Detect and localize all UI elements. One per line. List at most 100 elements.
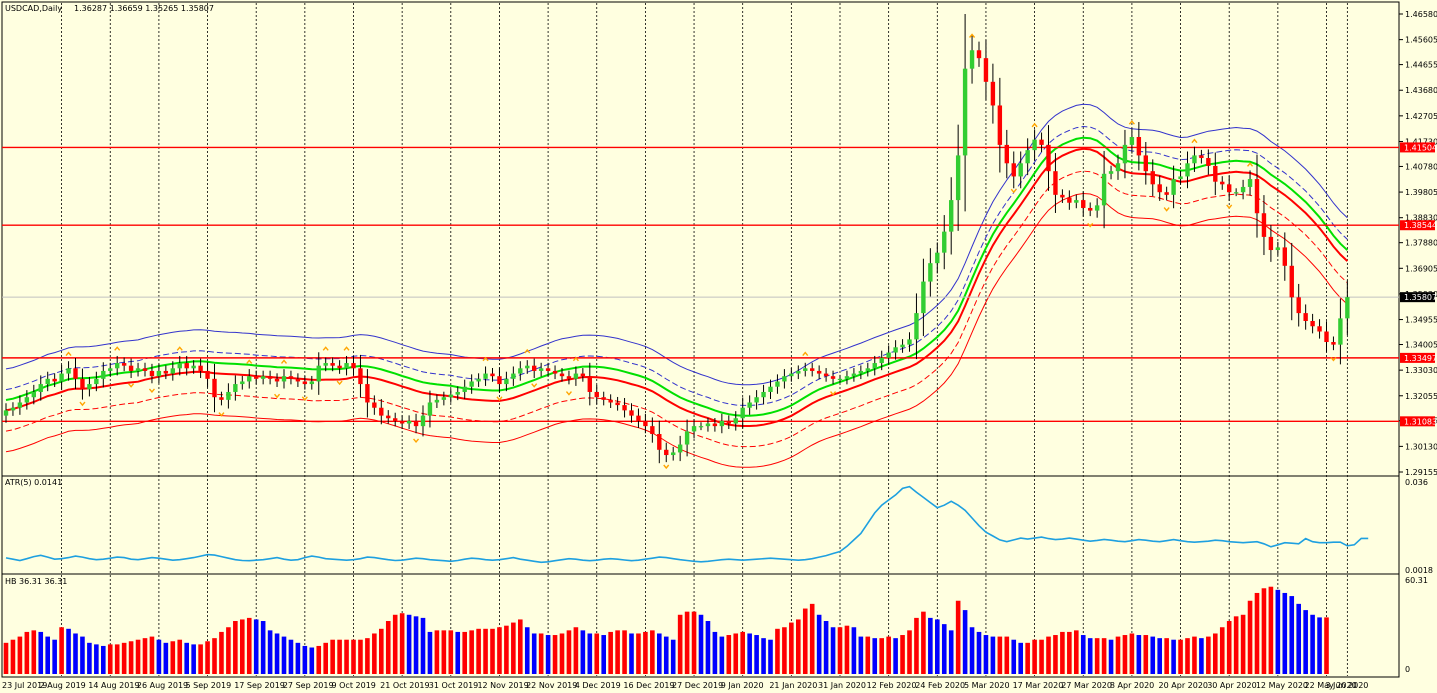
hb-bar-blue bbox=[1150, 636, 1156, 674]
hb-bar-blue bbox=[768, 639, 773, 674]
ohlc-values: 1.36287 1.36659 1.35265 1.35807 bbox=[74, 4, 214, 13]
candle-bear bbox=[1150, 171, 1155, 185]
hb-bar-red bbox=[566, 630, 572, 674]
hb-bar-red bbox=[900, 635, 905, 674]
fractal-down-marker bbox=[274, 393, 281, 399]
candle-bull bbox=[281, 376, 287, 382]
price-tick-label: 1.32055 bbox=[1405, 392, 1437, 401]
candle-bear bbox=[351, 363, 356, 369]
candle-bull bbox=[768, 386, 773, 392]
candle-bull bbox=[754, 397, 759, 403]
candle-bull bbox=[177, 363, 182, 369]
candle-bull bbox=[1240, 186, 1246, 193]
candle-bear bbox=[810, 368, 815, 371]
hb-bar-blue bbox=[1199, 638, 1204, 674]
candle-bear bbox=[1164, 192, 1169, 195]
candle-bull bbox=[1115, 163, 1121, 172]
candle-bull bbox=[309, 381, 314, 385]
candle-bear bbox=[337, 365, 342, 369]
hb-bar-red bbox=[226, 627, 231, 674]
hb-bar-red bbox=[135, 639, 141, 674]
fractal-up-marker bbox=[482, 356, 489, 362]
hb-bar-blue bbox=[935, 619, 940, 674]
hb-bar-red bbox=[10, 639, 16, 674]
hb-bar-red bbox=[552, 635, 558, 674]
hb-bar-red bbox=[1053, 635, 1058, 674]
time-label: 21 Oct 2019 bbox=[380, 681, 429, 690]
atr-tick-label: 0.036 bbox=[1405, 478, 1428, 487]
hb-bar-red bbox=[1122, 635, 1128, 674]
hb-bar-red bbox=[511, 622, 516, 674]
candle-bear bbox=[184, 363, 189, 369]
candle-bull bbox=[135, 368, 141, 371]
hb-bar-red bbox=[1240, 614, 1246, 674]
hb-bar-blue bbox=[601, 635, 606, 674]
hb-bar-red bbox=[1247, 600, 1253, 674]
candle-bull bbox=[914, 313, 919, 340]
hb-bar-blue bbox=[427, 631, 433, 674]
hb-bar-blue bbox=[302, 645, 308, 674]
candle-bull bbox=[1129, 137, 1135, 145]
price-tick-label: 1.45605 bbox=[1405, 36, 1437, 45]
candle-bear bbox=[566, 376, 572, 379]
candle-bull bbox=[476, 378, 481, 382]
candle-bear bbox=[413, 420, 419, 427]
candle-bear bbox=[142, 368, 148, 371]
candle-bear bbox=[399, 420, 405, 424]
candle-bear bbox=[615, 402, 620, 406]
candle-bear bbox=[330, 363, 335, 366]
candle-bear bbox=[830, 376, 836, 379]
candle-bear bbox=[163, 370, 169, 374]
candle-bull bbox=[928, 263, 933, 282]
hb-bar-blue bbox=[267, 630, 273, 674]
time-label: 5 Mar 2020 bbox=[964, 681, 1010, 690]
hb-bar-red bbox=[121, 642, 127, 674]
hb-bar-blue bbox=[761, 638, 766, 674]
hb-bar-red bbox=[1074, 630, 1079, 674]
fractal-up-marker bbox=[322, 346, 329, 351]
hb-bar-red bbox=[490, 628, 495, 674]
candle-bear bbox=[1213, 165, 1218, 182]
hb-bar-red bbox=[1192, 636, 1197, 674]
hb-bar-blue bbox=[281, 636, 287, 674]
hb-bar-blue bbox=[80, 636, 85, 674]
time-label: 26 Aug 2019 bbox=[137, 681, 188, 690]
hb-bar-red bbox=[796, 619, 801, 674]
time-label: 4 Dec 2019 bbox=[575, 681, 621, 690]
candle-bear bbox=[1067, 197, 1072, 203]
current-price-badge bbox=[1400, 292, 1435, 303]
hb-bar-red bbox=[907, 630, 912, 674]
hb-tick-label: 0 bbox=[1405, 665, 1410, 674]
hb-histogram bbox=[3, 586, 1329, 674]
fractal-up-marker bbox=[1191, 138, 1198, 144]
hb-bar-blue bbox=[816, 614, 822, 674]
candle-bear bbox=[976, 50, 982, 59]
candle-bear bbox=[1220, 181, 1225, 185]
hb-bar-red bbox=[733, 633, 739, 674]
candle-bear bbox=[1081, 200, 1086, 208]
candle-bull bbox=[740, 407, 745, 419]
hb-bar-blue bbox=[184, 642, 189, 674]
hb-bar-red bbox=[128, 641, 134, 674]
atr-indicator bbox=[5, 485, 1369, 564]
candle-bear bbox=[393, 418, 398, 421]
fractal-down-marker bbox=[1087, 222, 1094, 228]
candle-bull bbox=[170, 368, 175, 374]
hb-bar-red bbox=[1004, 636, 1010, 674]
candle-bear bbox=[1310, 320, 1315, 327]
hb-bar-blue bbox=[1296, 603, 1301, 674]
candle-bear bbox=[608, 399, 613, 403]
hb-bar-red bbox=[240, 619, 245, 674]
hb-bar-blue bbox=[295, 642, 301, 674]
candle-bull bbox=[31, 391, 36, 398]
candle-bear bbox=[1227, 184, 1232, 193]
hb-bar-red bbox=[1213, 633, 1218, 674]
candle-bear bbox=[1317, 326, 1322, 332]
candle-bull bbox=[900, 344, 905, 348]
hb-bar-red bbox=[59, 627, 64, 674]
candle-bull bbox=[671, 452, 676, 456]
candle-bear bbox=[1206, 158, 1211, 166]
hb-bar-red bbox=[504, 625, 509, 674]
